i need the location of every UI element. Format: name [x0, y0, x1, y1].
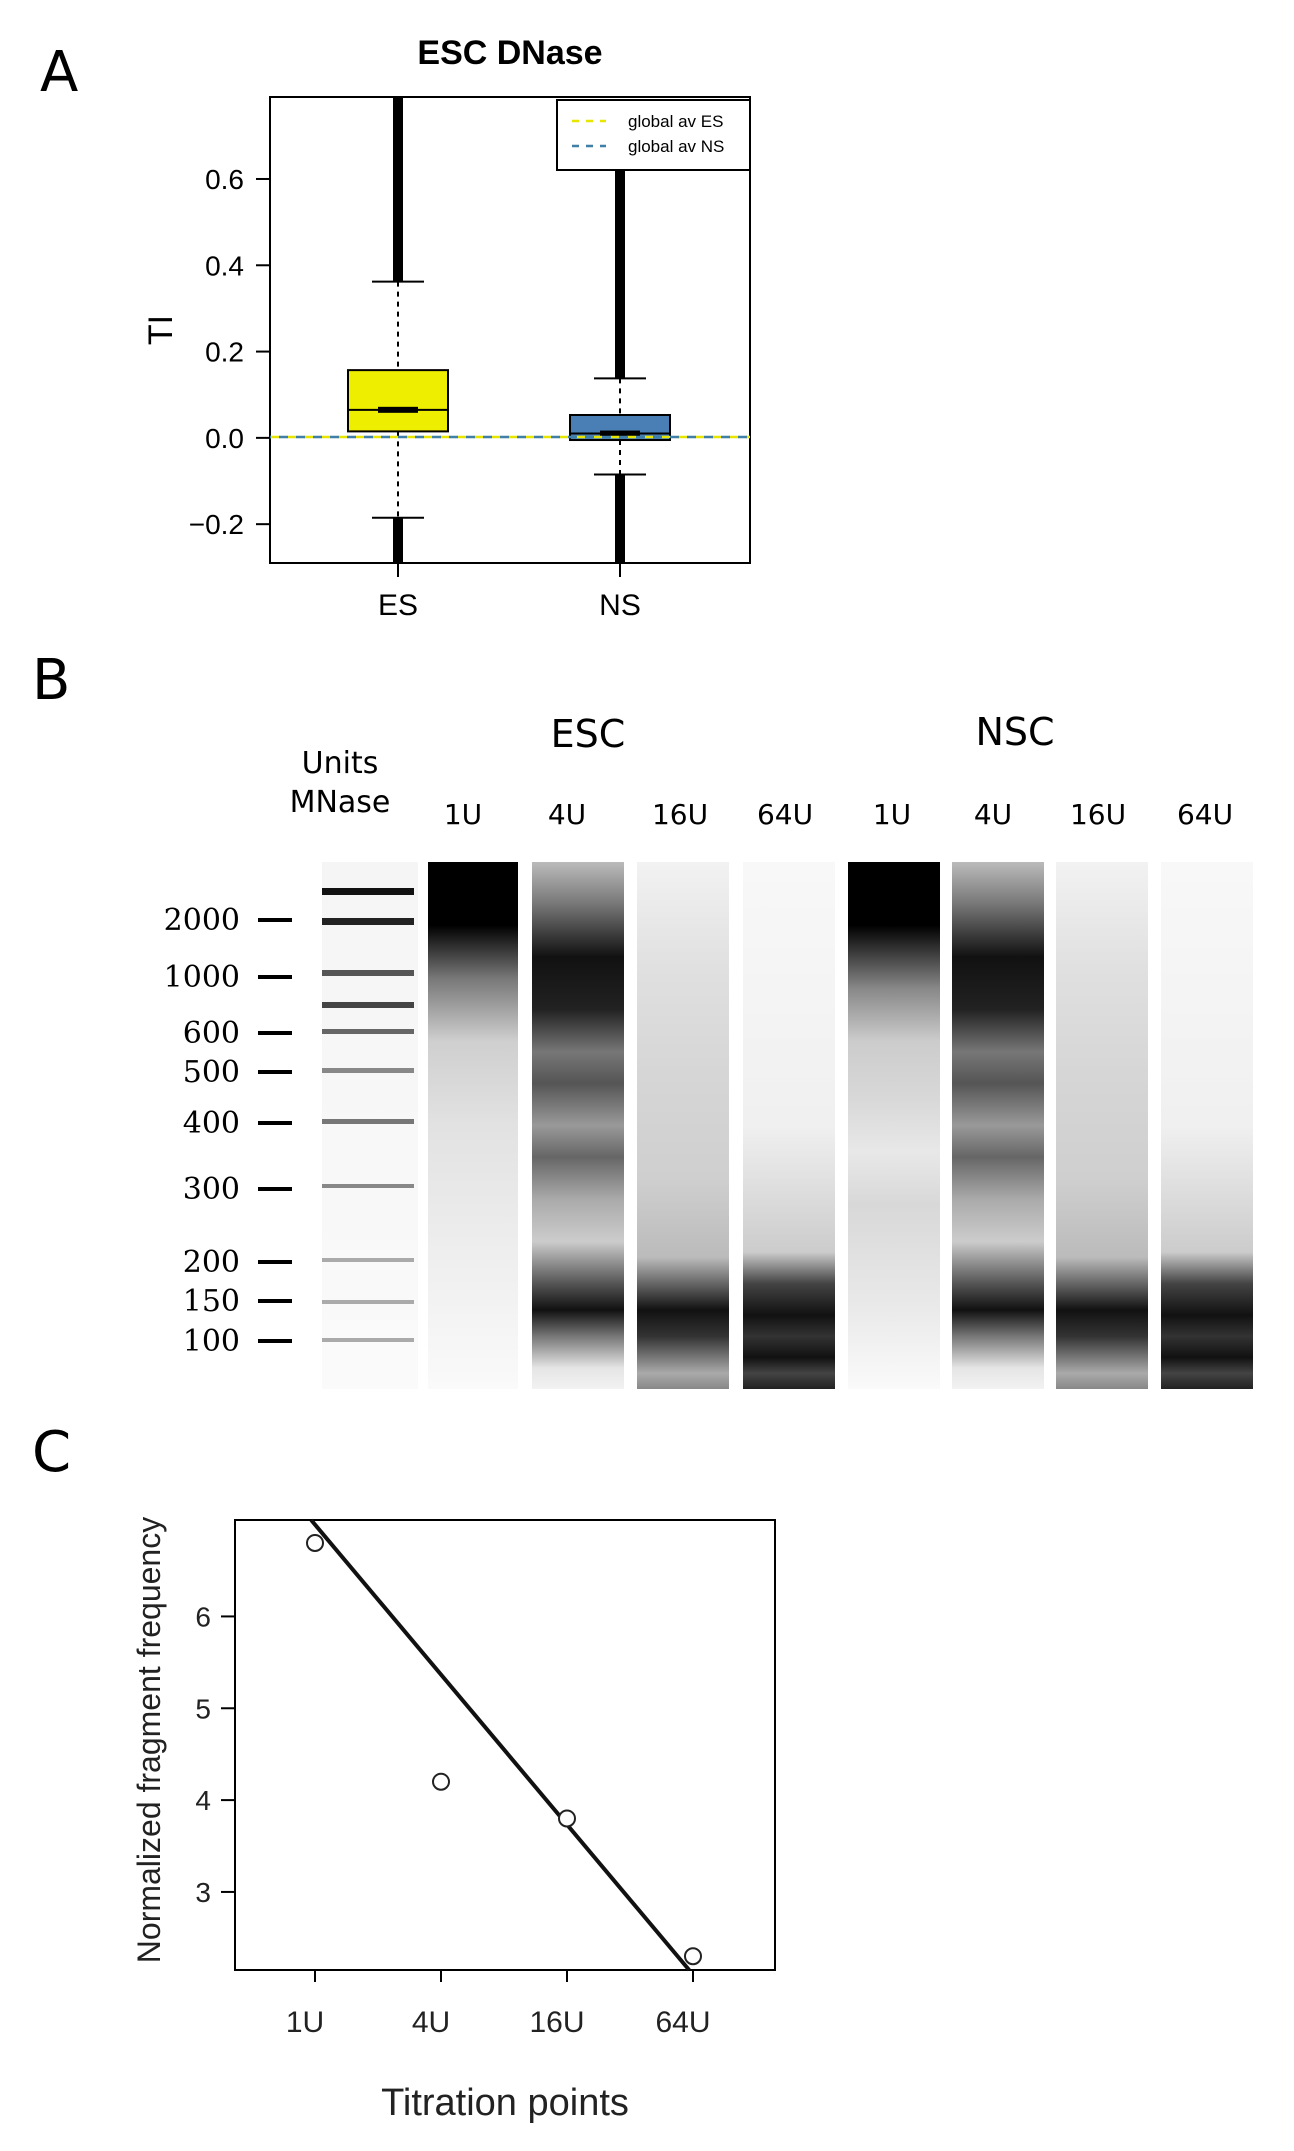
y-tick-label: −0.2 [189, 509, 244, 540]
gel-lane-label-nsc-4u: 4U [974, 798, 1012, 831]
data-point [432, 1772, 450, 1791]
gel-lane-nsc-4u [952, 862, 1044, 1389]
gel-lane-label-nsc-1u: 1U [873, 798, 911, 831]
legend-label-ns: global av NS [628, 137, 724, 156]
boxplot-frame [269, 96, 751, 564]
ladder-size-label: 100 [183, 1324, 240, 1359]
y-tick-label: 0.2 [205, 337, 244, 368]
data-point [558, 1809, 576, 1828]
gel-row-label-mnase: MNase [290, 785, 391, 820]
ladder-band [322, 1002, 414, 1008]
gel-lane-nsc-16u [1056, 862, 1148, 1389]
ladder-size-label: 1000 [164, 960, 240, 995]
median-notch [600, 430, 640, 437]
boxplot-legend: global av ES global av NS [556, 99, 751, 171]
scatter-frame [234, 1519, 776, 1971]
gel-lane-label-esc-64u: 64U [757, 798, 813, 831]
ladder-size-label: 200 [183, 1245, 240, 1280]
boxplot-ylabel: TI [142, 315, 180, 345]
scatter-ylabel: Normalized fragment frequency [131, 1517, 167, 1963]
y-tick-label: 3 [195, 1877, 211, 1908]
gel-lane-label-esc-4u: 4U [548, 798, 586, 831]
gel-group-esc: ESC [551, 712, 626, 756]
y-tick-label: 6 [195, 1601, 211, 1632]
gel-lane-label-esc-16u: 16U [652, 798, 708, 831]
legend-label-es: global av ES [628, 112, 723, 131]
ladder-band [322, 1338, 414, 1342]
gel-lane-esc-1u [428, 862, 518, 1389]
panel-label-b: B [32, 648, 71, 713]
panel-label-c: C [32, 1420, 72, 1485]
median-notch [378, 406, 418, 413]
ladder-band [322, 1029, 414, 1034]
boxplot-title: ESC DNase [417, 34, 602, 72]
gel-lane-nsc-64u [1161, 862, 1253, 1389]
box-es [347, 369, 449, 433]
gel-lane-label-nsc-64u: 64U [1177, 798, 1233, 831]
ladder-size-label: 400 [183, 1106, 240, 1141]
gel-group-nsc: NSC [975, 710, 1054, 754]
gel-row-label-units: Units [302, 746, 379, 781]
ladder-band [322, 888, 414, 895]
data-point [306, 1533, 324, 1552]
ladder-size-label: 150 [183, 1284, 240, 1319]
ladder-band [322, 1300, 414, 1304]
panel-label-a: A [40, 40, 79, 105]
regression-line [309, 1518, 691, 1972]
y-tick-label: 4 [195, 1785, 211, 1816]
boxplot-chart: ESC DNase TI −0.2 0.0 0.2 0.4 0.6 ES NS globa… [142, 34, 751, 622]
x-tick-label: 64U [655, 2006, 710, 2039]
y-tick-label: 0.0 [205, 423, 244, 454]
y-tick-label: 0.6 [205, 164, 244, 195]
gel-lane-label-nsc-16u: 16U [1070, 798, 1126, 831]
ladder-size-label: 600 [183, 1016, 240, 1051]
gel-lane-esc-4u [532, 862, 624, 1389]
ladder-band [322, 1184, 414, 1188]
gel-lane-esc-64u [743, 862, 835, 1389]
scatter-xlabel: Titration points [381, 2082, 629, 2124]
ladder-band [322, 1068, 414, 1073]
x-tick-label: ES [378, 589, 418, 622]
gel-lane-nsc-1u [848, 862, 940, 1389]
data-point [684, 1947, 702, 1966]
gel-image: Units MNase ESC NSC 1U 4U 16U 64U 1U 4U … [164, 710, 1253, 1389]
ladder-size-label: 2000 [164, 903, 240, 938]
x-tick-label: NS [599, 589, 641, 622]
gel-lane-esc-16u [637, 862, 729, 1389]
gel-lane-label-esc-1u: 1U [444, 798, 482, 831]
ladder-size-label: 300 [183, 1172, 240, 1207]
ladder-band [322, 1119, 414, 1124]
y-tick-label: 5 [195, 1693, 211, 1724]
x-tick-label: 16U [529, 2006, 584, 2039]
x-tick-label: 1U [286, 2006, 324, 2039]
ladder-size-label: 500 [183, 1055, 240, 1090]
ladder-band [322, 918, 414, 925]
ladder-band [322, 1258, 414, 1262]
y-tick-label: 0.4 [205, 250, 244, 281]
ladder-band [322, 970, 414, 976]
x-tick-label: 4U [412, 2006, 450, 2039]
